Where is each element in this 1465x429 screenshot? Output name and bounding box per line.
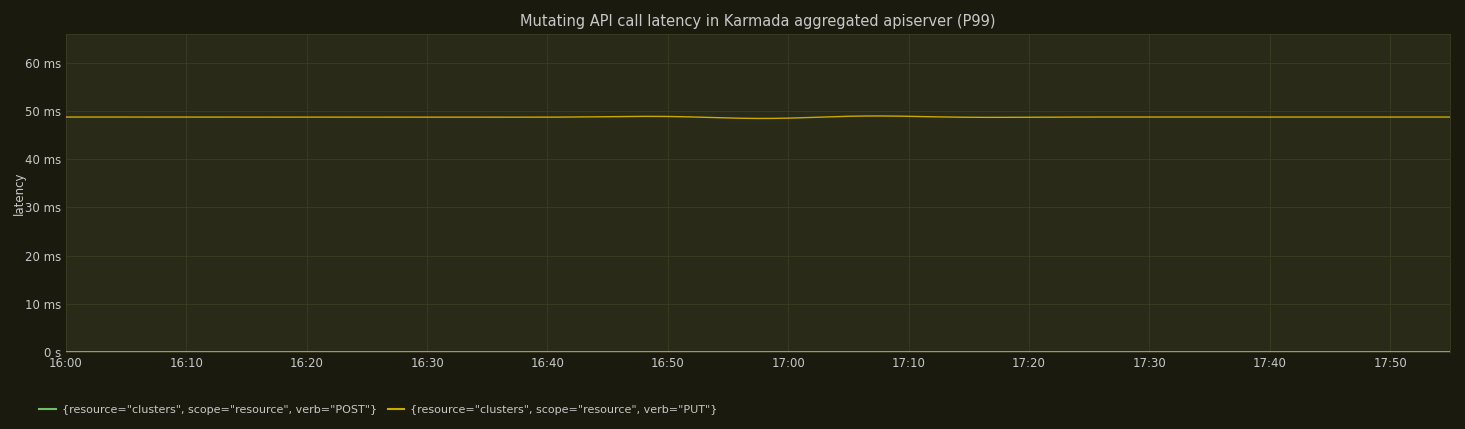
Legend: {resource="clusters", scope="resource", verb="POST"}, {resource="clusters", scop: {resource="clusters", scope="resource", … bbox=[35, 400, 722, 419]
Title: Mutating API call latency in Karmada aggregated apiserver (P99): Mutating API call latency in Karmada agg… bbox=[520, 14, 996, 29]
Y-axis label: latency: latency bbox=[13, 171, 26, 215]
